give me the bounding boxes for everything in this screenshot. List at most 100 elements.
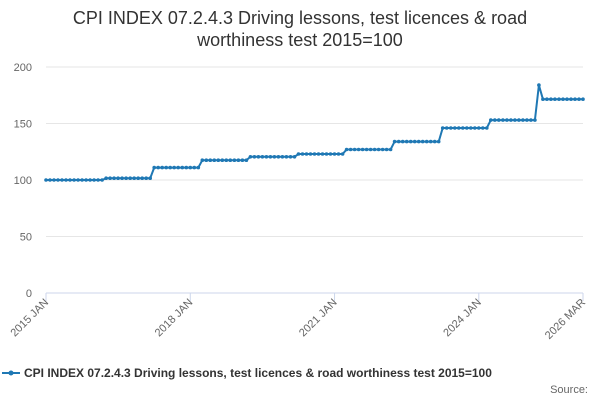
data-point-0-85 xyxy=(384,147,389,152)
data-point-0-108 xyxy=(477,126,481,130)
data-point-0-116 xyxy=(509,118,513,122)
data-point-0-24 xyxy=(140,176,144,180)
data-point-0-3 xyxy=(56,178,60,182)
data-point-0-123 xyxy=(537,83,541,87)
data-point-0-80 xyxy=(364,147,369,152)
data-point-0-111 xyxy=(489,118,493,122)
data-point-0-68 xyxy=(316,152,321,156)
data-point-0-10 xyxy=(84,178,88,182)
x-axis: 2015 JAN 2018 JAN 2021 JAN 2024 JAN 2026 MAR xyxy=(8,292,588,342)
legend-marker-icon xyxy=(8,370,14,376)
data-point-0-107 xyxy=(473,126,477,130)
data-point-0-121 xyxy=(529,118,533,122)
data-point-0-69 xyxy=(320,152,325,156)
data-point-0-33 xyxy=(176,165,180,170)
data-point-0-25 xyxy=(144,176,148,180)
x-tick-label-4: 2026 MAR xyxy=(543,297,588,342)
data-point-0-91 xyxy=(408,139,413,144)
data-point-0-60 xyxy=(284,155,289,159)
data-point-0-9 xyxy=(80,178,84,182)
data-point-0-53 xyxy=(256,155,261,159)
data-point-0-47 xyxy=(232,158,237,162)
data-point-0-130 xyxy=(565,97,569,101)
data-point-0-101 xyxy=(449,126,453,130)
data-point-0-83 xyxy=(376,147,381,152)
data-point-0-64 xyxy=(300,152,305,156)
data-point-0-84 xyxy=(380,147,385,152)
data-point-0-57 xyxy=(272,155,277,159)
data-point-0-109 xyxy=(481,126,485,130)
data-point-0-63 xyxy=(296,152,301,156)
y-tick-label-50: 50 xyxy=(20,232,32,244)
data-point-0-120 xyxy=(525,118,529,122)
data-point-0-21 xyxy=(128,176,132,180)
y-axis: 0 50 100 150 200 xyxy=(14,62,32,300)
data-point-0-4 xyxy=(60,178,64,182)
data-point-0-6 xyxy=(68,178,72,182)
data-point-0-51 xyxy=(248,155,253,159)
chart-title-line-2: worthiness test 2015=100 xyxy=(196,30,403,50)
data-point-0-34 xyxy=(180,165,185,170)
data-point-0-97 xyxy=(432,139,437,144)
data-point-0-19 xyxy=(120,176,124,180)
data-point-0-124 xyxy=(541,97,545,101)
data-point-0-129 xyxy=(561,97,565,101)
data-point-0-128 xyxy=(557,97,561,101)
data-point-0-22 xyxy=(132,176,136,180)
data-point-0-46 xyxy=(228,158,233,162)
y-tick-label-200: 200 xyxy=(14,62,32,74)
data-point-0-30 xyxy=(164,165,168,170)
data-point-0-62 xyxy=(292,155,297,159)
data-point-0-43 xyxy=(216,158,221,162)
data-point-0-70 xyxy=(324,152,329,156)
data-point-0-65 xyxy=(304,152,309,156)
data-point-0-67 xyxy=(312,152,317,156)
data-point-0-41 xyxy=(208,158,213,162)
data-point-0-131 xyxy=(569,97,573,101)
data-point-0-104 xyxy=(461,126,465,130)
data-point-0-20 xyxy=(124,176,128,180)
data-point-0-110 xyxy=(485,126,489,130)
data-point-0-78 xyxy=(356,147,361,152)
data-point-0-100 xyxy=(444,126,449,130)
data-point-0-15 xyxy=(104,176,108,180)
data-points xyxy=(44,83,585,182)
legend-label[interactable]: CPI INDEX 07.2.4.3 Driving lessons, test… xyxy=(24,366,492,380)
x-tick-label-3: 2024 JAN xyxy=(441,297,484,340)
chart-title: CPI INDEX 07.2.4.3 Driving lessons, test… xyxy=(73,8,527,50)
data-point-0-16 xyxy=(108,176,112,180)
data-point-0-74 xyxy=(340,152,345,156)
data-point-0-81 xyxy=(368,147,373,152)
data-point-0-73 xyxy=(336,152,341,156)
data-point-0-118 xyxy=(517,118,521,122)
data-point-0-112 xyxy=(493,118,497,122)
legend[interactable]: CPI INDEX 07.2.4.3 Driving lessons, test… xyxy=(2,366,492,380)
data-point-0-88 xyxy=(396,139,401,144)
data-point-0-95 xyxy=(424,139,429,144)
data-point-0-93 xyxy=(416,139,421,144)
data-point-0-66 xyxy=(308,152,313,156)
data-point-0-126 xyxy=(549,97,553,101)
data-point-0-127 xyxy=(553,97,557,101)
data-point-0-37 xyxy=(192,165,197,170)
data-point-0-103 xyxy=(457,126,461,130)
data-point-0-50 xyxy=(244,158,249,162)
data-point-0-75 xyxy=(344,147,349,152)
data-point-0-26 xyxy=(148,176,152,180)
data-point-0-1 xyxy=(48,178,52,182)
data-point-0-12 xyxy=(92,178,96,182)
y-tick-label-100: 100 xyxy=(14,175,32,187)
data-point-0-11 xyxy=(88,178,92,182)
data-point-0-23 xyxy=(136,176,140,180)
data-point-0-55 xyxy=(264,155,269,159)
data-point-0-125 xyxy=(545,97,549,101)
data-point-0-35 xyxy=(184,165,189,170)
data-point-0-105 xyxy=(465,126,469,130)
data-point-0-14 xyxy=(100,178,104,182)
data-point-0-92 xyxy=(412,139,417,144)
data-point-0-56 xyxy=(268,155,273,159)
data-point-0-99 xyxy=(440,126,445,130)
data-point-0-5 xyxy=(64,178,68,182)
data-point-0-17 xyxy=(112,176,116,180)
